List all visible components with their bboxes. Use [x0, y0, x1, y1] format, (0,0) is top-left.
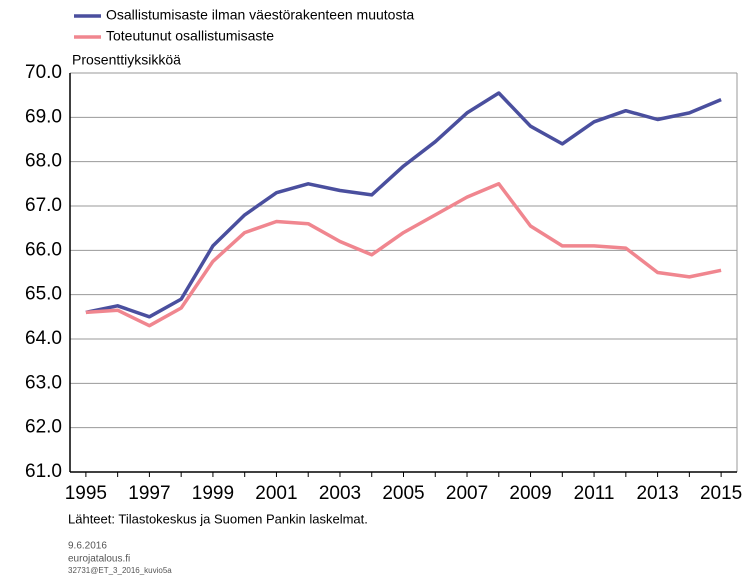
x-tick-label: 2005 — [382, 483, 424, 504]
x-tick-label: 2013 — [636, 483, 678, 504]
series-line — [85, 182, 722, 328]
x-tick-label: 2003 — [319, 483, 361, 504]
y-tick-label: 64.0 — [25, 328, 62, 349]
y-tick-label: 69.0 — [25, 106, 62, 127]
series-line — [85, 91, 722, 319]
x-tick-label: 2001 — [255, 483, 297, 504]
y-tick-label: 63.0 — [25, 372, 62, 393]
legend-label: Osallistumisaste ilman väestörakenteen m… — [106, 7, 414, 23]
code: 32731@ET_3_2016_kuvio5a — [68, 566, 172, 575]
site: eurojatalous.fi — [68, 554, 130, 565]
y-tick-label: 70.0 — [25, 62, 62, 83]
x-tick-label: 1995 — [65, 483, 107, 504]
x-tick-label: 2009 — [509, 483, 551, 504]
y-tick-label: 62.0 — [25, 417, 62, 438]
x-tick-label: 1999 — [192, 483, 234, 504]
x-tick-label: 1997 — [128, 483, 170, 504]
y-tick-label: 68.0 — [25, 151, 62, 172]
date: 9.6.2016 — [68, 541, 107, 552]
x-tick-label: 2007 — [446, 483, 488, 504]
x-tick-label: 2011 — [574, 483, 615, 504]
legend-label: Toteutunut osallistumisaste — [106, 28, 274, 44]
x-tick-label: 2015 — [700, 483, 742, 504]
y-tick-label: 67.0 — [25, 195, 62, 216]
y-tick-label: 61.0 — [25, 461, 62, 482]
source: Lähteet: Tilastokeskus ja Suomen Pankin … — [68, 511, 368, 526]
y-tick-label: 66.0 — [25, 239, 62, 260]
y-tick-label: 65.0 — [25, 284, 62, 305]
unit-label: Prosenttiyksikköä — [72, 52, 181, 68]
